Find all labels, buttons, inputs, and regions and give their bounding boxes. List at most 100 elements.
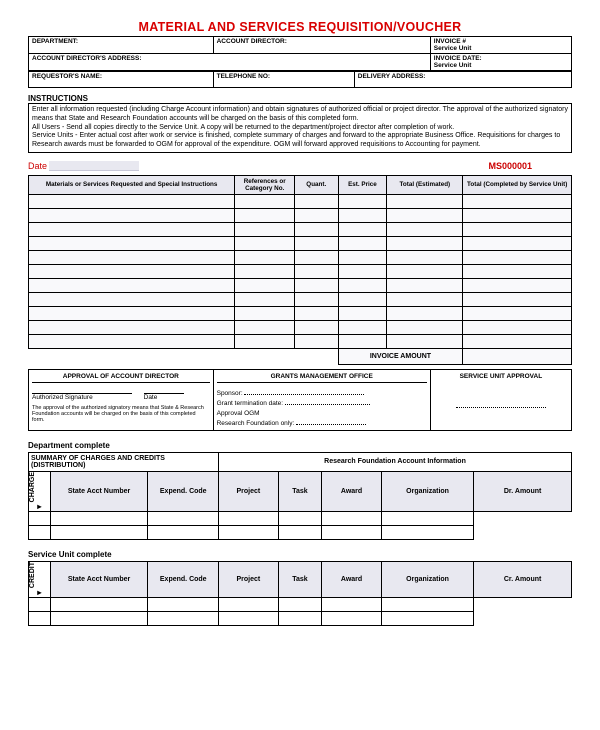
dist-cell[interactable]	[29, 512, 51, 526]
items-cell[interactable]	[338, 250, 387, 264]
dist-cell[interactable]	[29, 612, 51, 626]
dist-cell[interactable]	[219, 512, 279, 526]
items-cell[interactable]	[387, 320, 463, 334]
items-cell[interactable]	[387, 250, 463, 264]
items-cell[interactable]	[338, 208, 387, 222]
items-cell[interactable]	[295, 222, 338, 236]
items-cell[interactable]	[338, 222, 387, 236]
items-cell[interactable]	[387, 208, 463, 222]
dist-cell[interactable]	[381, 526, 473, 540]
dist-cell[interactable]	[29, 526, 51, 540]
dist-cell[interactable]	[50, 526, 148, 540]
items-cell[interactable]	[235, 320, 295, 334]
items-cell[interactable]	[29, 208, 235, 222]
dist-cell[interactable]	[381, 598, 473, 612]
dist-cell[interactable]	[278, 526, 321, 540]
items-cell[interactable]	[295, 334, 338, 348]
items-cell[interactable]	[463, 278, 572, 292]
items-cell[interactable]	[387, 278, 463, 292]
rf-only-field[interactable]	[296, 417, 366, 425]
items-cell[interactable]	[295, 264, 338, 278]
items-cell[interactable]	[463, 194, 572, 208]
dist-cell[interactable]	[322, 612, 382, 626]
items-cell[interactable]	[463, 236, 572, 250]
items-cell[interactable]	[295, 250, 338, 264]
items-cell[interactable]	[387, 264, 463, 278]
items-cell[interactable]	[235, 334, 295, 348]
items-cell[interactable]	[29, 320, 235, 334]
items-cell[interactable]	[295, 208, 338, 222]
items-cell[interactable]	[387, 306, 463, 320]
items-cell[interactable]	[295, 320, 338, 334]
items-cell[interactable]	[295, 194, 338, 208]
dist-cell[interactable]	[381, 512, 473, 526]
items-cell[interactable]	[29, 250, 235, 264]
items-cell[interactable]	[463, 292, 572, 306]
items-cell[interactable]	[463, 306, 572, 320]
dist-cell[interactable]	[322, 526, 382, 540]
dist-cell[interactable]	[322, 598, 382, 612]
items-cell[interactable]	[235, 194, 295, 208]
items-cell[interactable]	[387, 236, 463, 250]
dist-cell[interactable]	[50, 612, 148, 626]
grant-term-field[interactable]	[285, 397, 370, 405]
dist-cell[interactable]	[29, 598, 51, 612]
items-cell[interactable]	[295, 292, 338, 306]
items-cell[interactable]	[338, 320, 387, 334]
dist-cell[interactable]	[278, 612, 321, 626]
items-cell[interactable]	[235, 264, 295, 278]
dist-cell[interactable]	[278, 512, 321, 526]
date-field[interactable]	[49, 161, 139, 171]
items-cell[interactable]	[29, 278, 235, 292]
date-sig-line[interactable]: Date	[144, 393, 184, 401]
sponsor-field[interactable]	[244, 387, 364, 395]
items-cell[interactable]	[29, 194, 235, 208]
items-cell[interactable]	[29, 292, 235, 306]
items-cell[interactable]	[463, 222, 572, 236]
items-cell[interactable]	[338, 194, 387, 208]
items-cell[interactable]	[338, 306, 387, 320]
items-cell[interactable]	[29, 306, 235, 320]
items-cell[interactable]	[235, 306, 295, 320]
dist-cell[interactable]	[148, 598, 219, 612]
dist-cell[interactable]	[148, 612, 219, 626]
dist-cell[interactable]	[148, 512, 219, 526]
items-cell[interactable]	[295, 236, 338, 250]
items-cell[interactable]	[235, 208, 295, 222]
dist-cell[interactable]	[148, 526, 219, 540]
items-cell[interactable]	[463, 264, 572, 278]
items-cell[interactable]	[338, 236, 387, 250]
dist-cell[interactable]	[219, 598, 279, 612]
dist-cell[interactable]	[50, 598, 148, 612]
auth-sig-line[interactable]: Authorized Signature	[32, 393, 132, 401]
items-cell[interactable]	[387, 194, 463, 208]
items-cell[interactable]	[235, 292, 295, 306]
items-cell[interactable]	[387, 292, 463, 306]
items-cell[interactable]	[29, 264, 235, 278]
dist-cell[interactable]	[219, 612, 279, 626]
items-cell[interactable]	[338, 292, 387, 306]
items-cell[interactable]	[235, 250, 295, 264]
items-cell[interactable]	[235, 222, 295, 236]
items-cell[interactable]	[387, 334, 463, 348]
items-cell[interactable]	[463, 250, 572, 264]
items-cell[interactable]	[338, 334, 387, 348]
items-cell[interactable]	[29, 236, 235, 250]
items-cell[interactable]	[387, 222, 463, 236]
dist-cell[interactable]	[219, 526, 279, 540]
items-cell[interactable]	[29, 222, 235, 236]
items-cell[interactable]	[235, 278, 295, 292]
items-cell[interactable]	[29, 334, 235, 348]
items-cell[interactable]	[295, 278, 338, 292]
items-cell[interactable]	[463, 320, 572, 334]
dist-cell[interactable]	[50, 512, 148, 526]
items-cell[interactable]	[235, 236, 295, 250]
items-cell[interactable]	[295, 306, 338, 320]
dist-cell[interactable]	[278, 598, 321, 612]
items-cell[interactable]	[338, 278, 387, 292]
dist-cell[interactable]	[322, 512, 382, 526]
dist-cell[interactable]	[381, 612, 473, 626]
items-cell[interactable]	[463, 334, 572, 348]
items-cell[interactable]	[338, 264, 387, 278]
invoice-amount-cell[interactable]	[463, 348, 572, 364]
